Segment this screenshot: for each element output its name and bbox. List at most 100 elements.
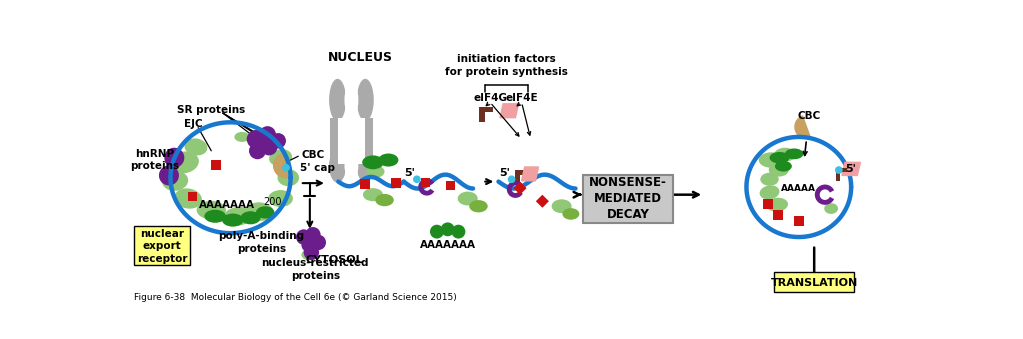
Bar <box>360 179 370 189</box>
Circle shape <box>451 225 465 239</box>
Ellipse shape <box>363 188 383 201</box>
Bar <box>536 195 549 208</box>
Ellipse shape <box>170 152 198 173</box>
Ellipse shape <box>222 214 243 227</box>
Ellipse shape <box>329 148 346 183</box>
Ellipse shape <box>357 79 373 121</box>
Wedge shape <box>795 116 810 138</box>
Polygon shape <box>842 162 860 175</box>
Ellipse shape <box>551 199 572 213</box>
Ellipse shape <box>766 198 788 212</box>
Circle shape <box>261 138 277 155</box>
Text: AAAAAAA: AAAAAAA <box>420 240 477 250</box>
Ellipse shape <box>375 194 394 206</box>
Bar <box>188 192 197 201</box>
Ellipse shape <box>246 202 273 221</box>
Bar <box>479 107 485 122</box>
Ellipse shape <box>825 203 838 214</box>
Text: CYTOSOL: CYTOSOL <box>306 255 363 265</box>
Text: TRANSLATION: TRANSLATION <box>770 278 858 288</box>
Bar <box>338 118 365 164</box>
Ellipse shape <box>269 149 292 166</box>
Circle shape <box>302 237 317 253</box>
Ellipse shape <box>470 200 488 213</box>
Ellipse shape <box>362 155 384 169</box>
Text: NUCLEUS: NUCLEUS <box>327 51 393 64</box>
Ellipse shape <box>345 81 358 119</box>
Circle shape <box>296 229 311 245</box>
Text: poly-A-binding
proteins: poly-A-binding proteins <box>218 231 305 254</box>
Ellipse shape <box>175 188 202 209</box>
Text: 5': 5' <box>845 164 856 174</box>
Bar <box>420 178 430 187</box>
Ellipse shape <box>162 171 188 191</box>
FancyBboxPatch shape <box>134 226 190 265</box>
Ellipse shape <box>775 161 792 172</box>
Text: hnRNP
proteins: hnRNP proteins <box>131 149 180 171</box>
Ellipse shape <box>774 148 796 162</box>
Wedge shape <box>274 153 288 178</box>
Ellipse shape <box>759 152 784 168</box>
Bar <box>773 210 784 220</box>
Text: Figure 6-38  Molecular Biology of the Cell 6e (© Garland Science 2015): Figure 6-38 Molecular Biology of the Cel… <box>134 293 457 302</box>
Circle shape <box>507 175 516 183</box>
Text: eIF4E: eIF4E <box>505 94 538 103</box>
Text: CBC: CBC <box>798 111 821 121</box>
Text: 5': 5' <box>404 168 414 178</box>
Ellipse shape <box>224 207 253 225</box>
Circle shape <box>282 164 290 172</box>
Ellipse shape <box>268 190 293 207</box>
Ellipse shape <box>345 150 358 181</box>
Text: AAAAA: AAAAA <box>782 184 816 193</box>
Ellipse shape <box>563 208 579 220</box>
Circle shape <box>311 235 326 250</box>
Ellipse shape <box>302 250 317 260</box>
Ellipse shape <box>366 165 385 178</box>
Circle shape <box>441 222 454 236</box>
Ellipse shape <box>329 79 346 121</box>
Text: 200: 200 <box>264 197 282 207</box>
Circle shape <box>305 227 320 242</box>
Bar <box>365 118 373 164</box>
Text: 5': 5' <box>499 168 510 178</box>
Ellipse shape <box>256 206 274 219</box>
Bar <box>479 107 493 112</box>
Polygon shape <box>500 104 519 118</box>
Polygon shape <box>522 167 538 181</box>
Ellipse shape <box>760 173 779 186</box>
Bar <box>211 160 221 170</box>
Text: nucleus-restricted
proteins: nucleus-restricted proteins <box>262 258 369 281</box>
Circle shape <box>835 166 843 174</box>
Ellipse shape <box>768 163 789 177</box>
Circle shape <box>247 130 265 148</box>
Bar <box>391 178 401 188</box>
Bar <box>515 170 527 175</box>
Bar <box>794 216 804 226</box>
Ellipse shape <box>760 185 780 199</box>
Circle shape <box>304 245 319 260</box>
Bar <box>515 170 520 184</box>
Ellipse shape <box>357 148 373 183</box>
Text: EJC: EJC <box>184 119 203 129</box>
Text: nuclear
export
receptor: nuclear export receptor <box>137 229 187 264</box>
Circle shape <box>165 148 184 168</box>
Circle shape <box>249 142 266 159</box>
Text: NONSENSE-
MEDIATED
DECAY: NONSENSE- MEDIATED DECAY <box>589 176 667 221</box>
Ellipse shape <box>277 169 299 186</box>
Circle shape <box>259 126 276 143</box>
Ellipse shape <box>457 192 478 205</box>
FancyBboxPatch shape <box>774 272 854 292</box>
Circle shape <box>430 225 444 239</box>
Ellipse shape <box>769 152 790 163</box>
Text: 5' cap: 5' cap <box>300 163 335 173</box>
FancyBboxPatch shape <box>583 175 672 223</box>
Bar <box>836 168 840 181</box>
Circle shape <box>270 133 286 148</box>
Ellipse shape <box>234 132 250 142</box>
Ellipse shape <box>196 201 226 219</box>
Ellipse shape <box>785 148 803 159</box>
Circle shape <box>413 175 420 183</box>
Text: initiation factors
for protein synthesis: initiation factors for protein synthesis <box>445 54 568 77</box>
Text: AAAAAAA: AAAAAAA <box>198 200 255 210</box>
Ellipse shape <box>240 211 261 224</box>
